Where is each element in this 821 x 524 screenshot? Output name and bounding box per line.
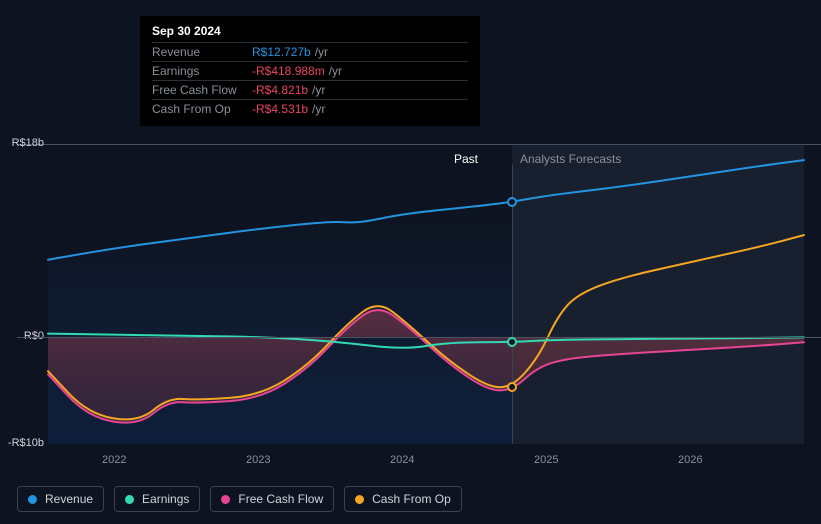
legend-item-cfo[interactable]: Cash From Op — [344, 486, 462, 512]
tooltip-row-label: Free Cash Flow — [152, 83, 252, 97]
legend-item-revenue[interactable]: Revenue — [17, 486, 104, 512]
legend-dot-icon — [221, 495, 230, 504]
legend-label: Free Cash Flow — [238, 492, 323, 506]
x-axis-label: 2026 — [678, 454, 702, 466]
forecast-region-label: Analysts Forecasts — [520, 152, 621, 166]
x-axis-label: 2024 — [390, 454, 414, 466]
tooltip-row-unit: /yr — [315, 45, 328, 59]
tooltip-row-value: -R$4.821b — [252, 83, 308, 97]
x-axis-label: 2022 — [102, 454, 126, 466]
cfo-marker — [507, 382, 517, 392]
chart-tooltip: Sep 30 2024 RevenueR$12.727b/yrEarnings-… — [140, 16, 480, 126]
past-region-label: Past — [454, 152, 478, 166]
chart-plot-area[interactable] — [48, 144, 804, 444]
tooltip-row-unit: /yr — [312, 83, 325, 97]
tooltip-row-value: -R$418.988m — [252, 64, 325, 78]
financials-chart: R$18bR$0-R$10b PastAnalysts Forecasts 20… — [17, 124, 804, 444]
tooltip-row: Earnings-R$418.988m/yr — [152, 61, 468, 80]
tooltip-row: Free Cash Flow-R$4.821b/yr — [152, 80, 468, 99]
legend-dot-icon — [355, 495, 364, 504]
x-axis-label: 2023 — [246, 454, 270, 466]
earnings-marker — [507, 337, 517, 347]
legend-dot-icon — [28, 495, 37, 504]
legend-item-earnings[interactable]: Earnings — [114, 486, 200, 512]
zero-line — [17, 337, 821, 338]
tooltip-row-label: Revenue — [152, 45, 252, 59]
chart-legend: Revenue Earnings Free Cash Flow Cash From O… — [17, 486, 462, 512]
y-axis-label: R$0 — [24, 330, 44, 342]
legend-label: Earnings — [142, 492, 189, 506]
tooltip-row-unit: /yr — [312, 102, 325, 116]
legend-label: Cash From Op — [372, 492, 451, 506]
tooltip-row: RevenueR$12.727b/yr — [152, 42, 468, 61]
tooltip-row-label: Cash From Op — [152, 102, 252, 116]
legend-item-fcf[interactable]: Free Cash Flow — [210, 486, 334, 512]
revenue-marker — [507, 197, 517, 207]
forecast-region-fill — [512, 144, 804, 444]
tooltip-row-value: -R$4.531b — [252, 102, 308, 116]
tooltip-row-unit: /yr — [329, 64, 342, 78]
legend-label: Revenue — [45, 492, 93, 506]
y-axis-label: R$18b — [12, 137, 44, 149]
legend-dot-icon — [125, 495, 134, 504]
tooltip-row-value: R$12.727b — [252, 45, 311, 59]
tooltip-row-label: Earnings — [152, 64, 252, 78]
x-axis-label: 2025 — [534, 454, 558, 466]
tooltip-row: Cash From Op-R$4.531b/yr — [152, 99, 468, 118]
tooltip-date: Sep 30 2024 — [152, 24, 468, 38]
y-axis-label: -R$10b — [8, 437, 44, 449]
